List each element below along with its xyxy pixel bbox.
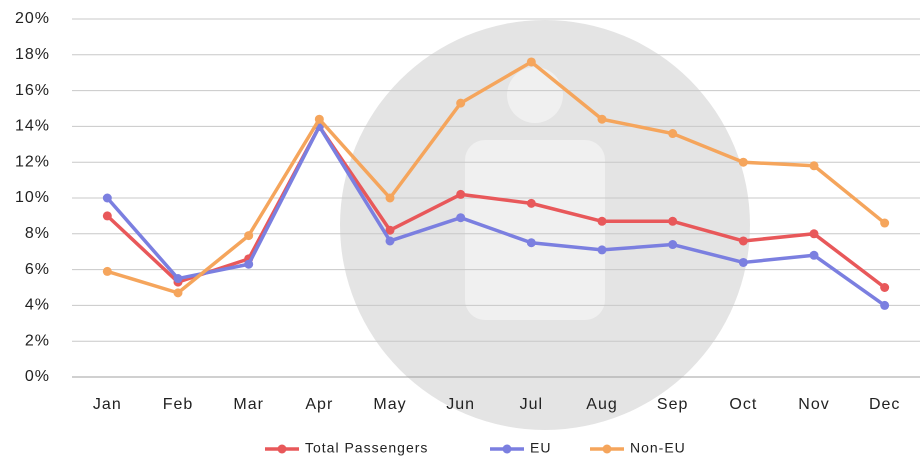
- y-tick-label: 18%: [15, 46, 50, 63]
- x-tick-label: Jun: [446, 396, 475, 413]
- x-tick-label: Nov: [798, 396, 829, 413]
- data-point: [668, 216, 678, 226]
- x-tick-label: Jul: [520, 396, 543, 413]
- data-point: [102, 193, 112, 203]
- legend-marker: [502, 444, 512, 454]
- x-tick-label: Feb: [163, 396, 194, 413]
- data-point: [244, 231, 254, 241]
- x-tick-label: May: [373, 396, 406, 413]
- data-point: [102, 266, 112, 276]
- legend-label: Total Passengers: [305, 440, 428, 456]
- y-tick-label: 0%: [25, 368, 50, 385]
- data-point: [385, 236, 395, 246]
- x-tick-label: Sep: [657, 396, 688, 413]
- y-tick-label: 14%: [15, 118, 50, 135]
- data-point: [456, 213, 466, 223]
- data-point: [668, 129, 678, 139]
- y-tick-label: 10%: [15, 189, 50, 206]
- data-point: [880, 218, 890, 228]
- x-tick-label: Dec: [869, 396, 900, 413]
- data-point: [456, 189, 466, 199]
- y-tick-label: 12%: [15, 153, 50, 170]
- legend-label: Non-EU: [630, 440, 686, 456]
- x-tick-label: Aug: [586, 396, 617, 413]
- data-point: [526, 238, 536, 248]
- data-point: [597, 114, 607, 124]
- series-line: [106, 60, 886, 295]
- x-tick-label: Oct: [729, 396, 757, 413]
- data-point: [244, 259, 254, 269]
- data-point: [809, 229, 819, 239]
- legend-label: EU: [530, 440, 551, 456]
- data-point: [738, 157, 748, 167]
- data-point: [738, 236, 748, 246]
- x-tick-label: Mar: [233, 396, 264, 413]
- data-point: [597, 216, 607, 226]
- x-tick-label: Jan: [93, 396, 122, 413]
- y-tick-label: 6%: [25, 261, 50, 278]
- y-tick-label: 16%: [15, 82, 50, 99]
- legend-marker: [277, 444, 287, 454]
- data-point: [668, 240, 678, 250]
- data-point: [738, 257, 748, 267]
- data-point: [880, 283, 890, 292]
- data-point: [102, 211, 112, 221]
- y-tick-label: 20%: [15, 10, 50, 27]
- data-point: [456, 98, 466, 108]
- data-point: [173, 274, 183, 284]
- data-point: [809, 161, 819, 171]
- series-line: [106, 124, 886, 307]
- watermark: [340, 20, 750, 430]
- data-point: [173, 288, 183, 298]
- y-tick-label: 2%: [25, 332, 50, 349]
- data-point: [385, 225, 395, 235]
- data-point: [314, 114, 324, 124]
- data-point: [526, 57, 536, 67]
- data-point: [880, 300, 890, 310]
- data-point: [385, 193, 395, 203]
- legend-marker: [602, 444, 612, 454]
- x-tick-label: Apr: [305, 396, 333, 413]
- data-point: [809, 250, 819, 260]
- series-line: [106, 124, 886, 289]
- data-point: [597, 245, 607, 255]
- y-tick-label: 8%: [25, 225, 50, 242]
- data-point: [526, 198, 536, 208]
- y-tick-label: 4%: [25, 297, 50, 314]
